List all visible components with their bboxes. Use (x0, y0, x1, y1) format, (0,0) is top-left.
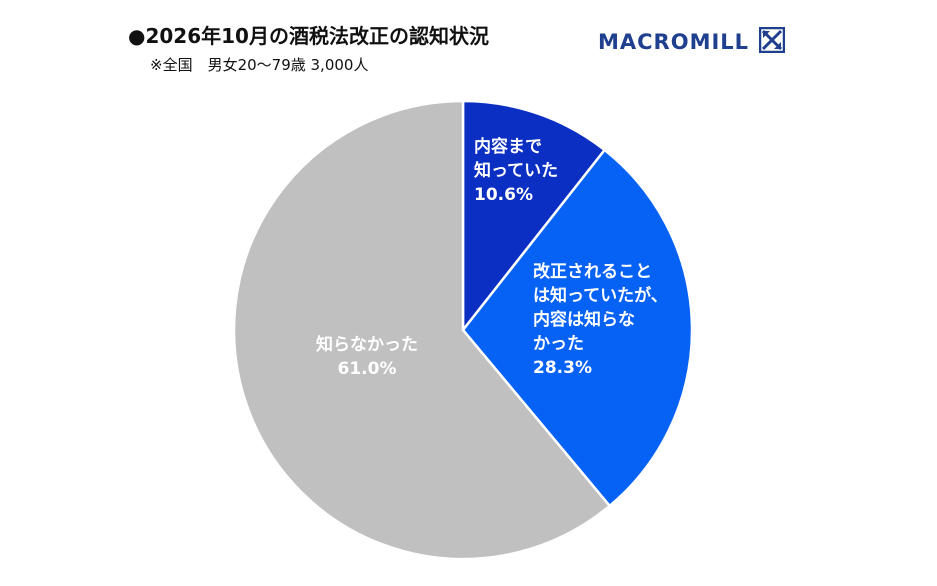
slice-value-label-2: 61.0% (338, 359, 397, 379)
pie-slice-2 (232, 99, 612, 561)
slice-label-1: 内容は知らな (533, 309, 635, 330)
macromill-x-icon (758, 26, 786, 57)
chart-title: ●2026年10月の酒税法改正の認知状況 (128, 24, 489, 48)
slice-value-label-0: 10.6% (474, 185, 533, 205)
slice-label-0: 内容まで (474, 136, 542, 157)
logo-text: MACROMILL (598, 30, 750, 54)
slice-value-label-1: 28.3% (533, 358, 592, 378)
pie-slice-1 (461, 148, 694, 508)
slice-label-0: 知っていた (473, 160, 558, 181)
chart-subtitle: ※全国 男女20～79歳 3,000人 (150, 56, 369, 74)
slice-label-1: かった (533, 334, 584, 354)
slice-label-2: 知らなかった (315, 334, 418, 355)
slice-label-1: 改正されること (533, 261, 652, 282)
slice-label-1: は知っていたが、 (533, 285, 668, 306)
pie-slice-0 (461, 99, 607, 334)
macromill-logo: MACROMILL (598, 26, 786, 57)
